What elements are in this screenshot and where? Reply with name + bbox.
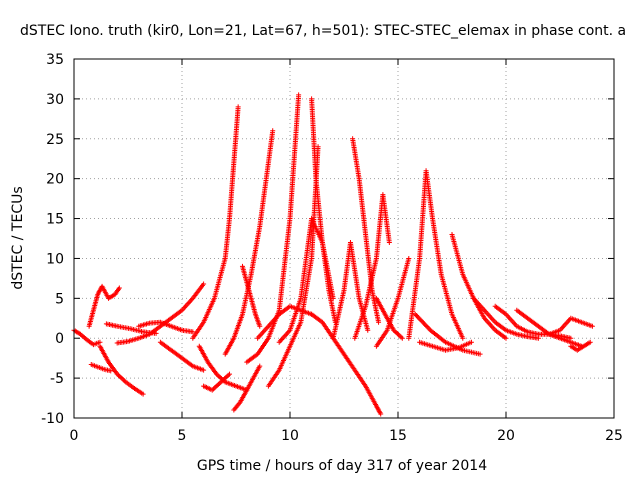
series-11 bbox=[201, 371, 233, 393]
data-point bbox=[270, 128, 276, 134]
y-tick-label: 30 bbox=[46, 92, 64, 108]
data-point bbox=[589, 323, 595, 329]
data-point bbox=[116, 285, 122, 291]
series-2 bbox=[86, 283, 122, 329]
data-point bbox=[201, 367, 207, 373]
series-24 bbox=[373, 255, 412, 349]
series-21 bbox=[330, 239, 371, 341]
plot-frame bbox=[73, 58, 615, 419]
data-point bbox=[587, 339, 593, 345]
data-point bbox=[460, 335, 466, 341]
x-tick-label: 25 bbox=[605, 428, 623, 444]
data-point bbox=[190, 329, 196, 335]
series-9 bbox=[190, 104, 241, 341]
series-12 bbox=[222, 128, 276, 357]
y-tick-label: 20 bbox=[46, 172, 64, 188]
series-20 bbox=[309, 311, 384, 417]
series-14 bbox=[239, 263, 263, 329]
data-point bbox=[378, 411, 384, 417]
series-3 bbox=[88, 362, 114, 374]
data-point bbox=[108, 368, 114, 374]
data-point bbox=[468, 339, 474, 345]
y-tick-label: 25 bbox=[46, 132, 64, 148]
data-point bbox=[227, 371, 233, 377]
series-30 bbox=[471, 295, 541, 341]
series-7 bbox=[136, 319, 196, 335]
chart-title: dSTEC Iono. truth (kir0, Lon=21, Lat=67,… bbox=[20, 23, 626, 39]
x-tick-label: 10 bbox=[281, 428, 299, 444]
data-point bbox=[201, 281, 207, 287]
data-point bbox=[296, 92, 302, 98]
x-tick-label: 15 bbox=[389, 428, 407, 444]
series-4 bbox=[97, 343, 146, 397]
y-tick-label: 0 bbox=[55, 331, 64, 347]
x-tick-label: 5 bbox=[178, 428, 187, 444]
data-point bbox=[153, 330, 159, 336]
data-point bbox=[477, 351, 483, 357]
y-tick-label: 15 bbox=[46, 212, 64, 228]
y-tick-label: 35 bbox=[46, 52, 64, 68]
series-25 bbox=[373, 295, 405, 341]
y-tick-label: 10 bbox=[46, 251, 64, 267]
data-point bbox=[399, 335, 405, 341]
y-tick-label: 5 bbox=[55, 291, 64, 307]
data-point bbox=[365, 327, 371, 333]
data-point bbox=[257, 323, 263, 329]
data-points bbox=[71, 92, 595, 417]
x-tick-label: 0 bbox=[70, 428, 79, 444]
series-33 bbox=[546, 315, 595, 337]
data-point bbox=[386, 239, 392, 245]
data-point bbox=[140, 391, 146, 397]
data-point bbox=[503, 335, 509, 341]
series-34 bbox=[568, 339, 593, 353]
series-23 bbox=[352, 192, 392, 341]
series-26 bbox=[406, 168, 466, 341]
series-13 bbox=[231, 363, 263, 413]
series-10 bbox=[196, 343, 250, 393]
x-axis-label: GPS time / hours of day 317 of year 2014 bbox=[197, 458, 487, 474]
y-axis-label: dSTEC / TECUs bbox=[10, 186, 26, 289]
axis-ticks: 0 5 10 15 20 25 -10 -5 0 5 10 15 20 25 30 35 bbox=[41, 52, 623, 444]
data-point bbox=[376, 319, 382, 325]
data-point bbox=[406, 255, 412, 261]
data-point bbox=[257, 363, 263, 369]
y-tick-label: -10 bbox=[41, 411, 64, 427]
series-22 bbox=[350, 136, 382, 325]
series-8 bbox=[157, 339, 207, 373]
y-tick-label: -5 bbox=[50, 371, 64, 387]
x-tick-label: 20 bbox=[497, 428, 515, 444]
data-point bbox=[235, 104, 241, 110]
series-28 bbox=[417, 339, 474, 353]
